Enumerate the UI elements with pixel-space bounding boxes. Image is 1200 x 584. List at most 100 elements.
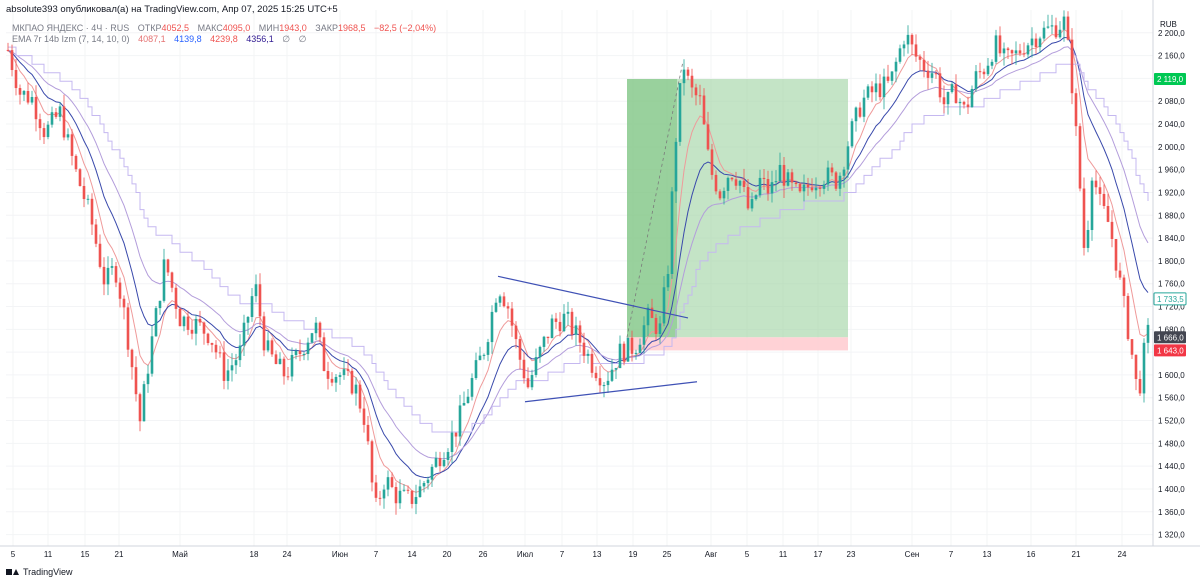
- candle-body: [46, 124, 50, 138]
- footer-brand[interactable]: TradingView: [6, 567, 73, 577]
- indicator-legend[interactable]: EMA 7r 14b Izm (7, 14, 10, 0) 4087,1 413…: [12, 34, 306, 45]
- candle-body: [1130, 339, 1134, 355]
- candle-body: [722, 190, 726, 199]
- y-tick-label: 2 160,0: [1158, 52, 1185, 61]
- candle-body: [1026, 45, 1030, 55]
- x-tick-label: 26: [479, 550, 488, 559]
- candle-body: [942, 97, 946, 105]
- candle-body: [50, 112, 54, 125]
- candle-body: [150, 336, 154, 374]
- candle-body: [410, 490, 414, 504]
- candle-body: [610, 369, 614, 381]
- x-tick-label: 7: [949, 550, 954, 559]
- candle-body: [470, 378, 474, 397]
- candle-body: [1142, 342, 1146, 394]
- candle-body: [158, 300, 162, 309]
- candle-body: [994, 35, 998, 62]
- candle-body: [822, 184, 826, 189]
- time-axis[interactable]: 5 11 15 21 Май 18 24 Июн 7 14 20 26 Июл 7 13 19 25 Авг 5 11…: [0, 545, 1200, 559]
- candle-body: [802, 184, 806, 192]
- y-tick-label: 1 880,0: [1158, 211, 1185, 220]
- candle-body: [570, 311, 574, 335]
- candle-body: [558, 321, 562, 332]
- candle-body: [534, 357, 538, 376]
- candle-body: [786, 172, 790, 186]
- candle-body: [790, 172, 794, 183]
- symbol-legend[interactable]: МКПАО ЯНДЕКС · 4Ч · RUS ОТКР4052,5 МАКС4…: [12, 23, 436, 33]
- candle-body: [326, 370, 330, 379]
- candle-body: [1034, 38, 1038, 48]
- candle-body: [34, 97, 38, 120]
- triangle-trendlines[interactable]: [497, 275, 698, 403]
- candle-body: [298, 350, 302, 355]
- candle-body: [234, 360, 238, 366]
- candle-body: [750, 199, 754, 209]
- candle-body: [374, 482, 378, 498]
- price-label-text: 1 643,0: [1157, 346, 1184, 355]
- candle-body: [86, 198, 90, 200]
- x-tick-label: 13: [983, 550, 992, 559]
- candle-body: [466, 396, 470, 403]
- candle-body: [114, 266, 118, 283]
- candle-body: [810, 187, 814, 191]
- candle-body: [958, 101, 962, 104]
- indicator-name[interactable]: EMA 7r 14b Izm (7, 14, 10, 0): [12, 34, 130, 44]
- candle-body: [774, 181, 778, 183]
- candle-body: [682, 69, 686, 84]
- candle-body: [586, 353, 590, 356]
- candle-body: [1014, 50, 1018, 54]
- candle-body: [1066, 16, 1070, 40]
- candle-body: [850, 121, 854, 147]
- x-tick-label: 13: [593, 550, 602, 559]
- candle-body: [582, 342, 586, 356]
- candle-body: [334, 376, 338, 383]
- candle-body: [230, 365, 234, 371]
- price-label-text: 1 666,0: [1157, 333, 1184, 342]
- candle-body: [566, 311, 570, 314]
- candle-body: [14, 70, 18, 89]
- candle-body: [798, 184, 802, 192]
- open-value: 4052,5: [161, 23, 190, 33]
- symbol-name[interactable]: МКПАО ЯНДЕКС · 4Ч · RUS: [12, 23, 130, 33]
- candle-body: [458, 405, 462, 437]
- y-tick-label: 1 600,0: [1158, 371, 1185, 380]
- candle-body: [366, 424, 370, 442]
- candle-body: [254, 284, 258, 297]
- candle-body: [198, 318, 202, 323]
- candle-body: [394, 487, 398, 504]
- candle-body: [762, 177, 766, 180]
- candle-body: [826, 167, 830, 185]
- candle-body: [766, 179, 770, 194]
- candle-body: [1098, 187, 1102, 194]
- candle-body: [206, 333, 210, 344]
- y-tick-label: 2 200,0: [1158, 29, 1185, 38]
- candle-body: [606, 380, 610, 386]
- price-axis[interactable]: RUB 1 320,0 1 360,0 1 400,0 1 440,0 1 480,0 1 …: [1152, 0, 1185, 546]
- candle-body: [338, 375, 342, 377]
- candle-body: [170, 272, 174, 288]
- y-tick-label: 2 080,0: [1158, 97, 1185, 106]
- candle-body: [1042, 27, 1046, 39]
- price-label-text: 1 733,5: [1157, 295, 1184, 304]
- candle-body: [1006, 48, 1010, 51]
- candle-body: [902, 44, 906, 49]
- x-tick-label: 16: [1027, 550, 1036, 559]
- candle-body: [686, 69, 690, 76]
- y-tick-label: 1 800,0: [1158, 257, 1185, 266]
- candle-body: [494, 302, 498, 312]
- y-tick-label: 2 000,0: [1158, 143, 1185, 152]
- candle-body: [926, 70, 930, 78]
- candle-body: [590, 353, 594, 373]
- candle-body: [1058, 29, 1062, 38]
- candle-body: [218, 352, 222, 354]
- x-tick-label: Июн: [332, 550, 348, 559]
- candle-body: [130, 349, 134, 368]
- candle-body: [814, 187, 818, 191]
- candle-body: [690, 75, 694, 88]
- candle-body: [746, 186, 750, 209]
- candle-body: [530, 375, 534, 388]
- candle-body: [1050, 25, 1054, 27]
- candle-body: [58, 106, 62, 117]
- candle-body: [426, 479, 430, 483]
